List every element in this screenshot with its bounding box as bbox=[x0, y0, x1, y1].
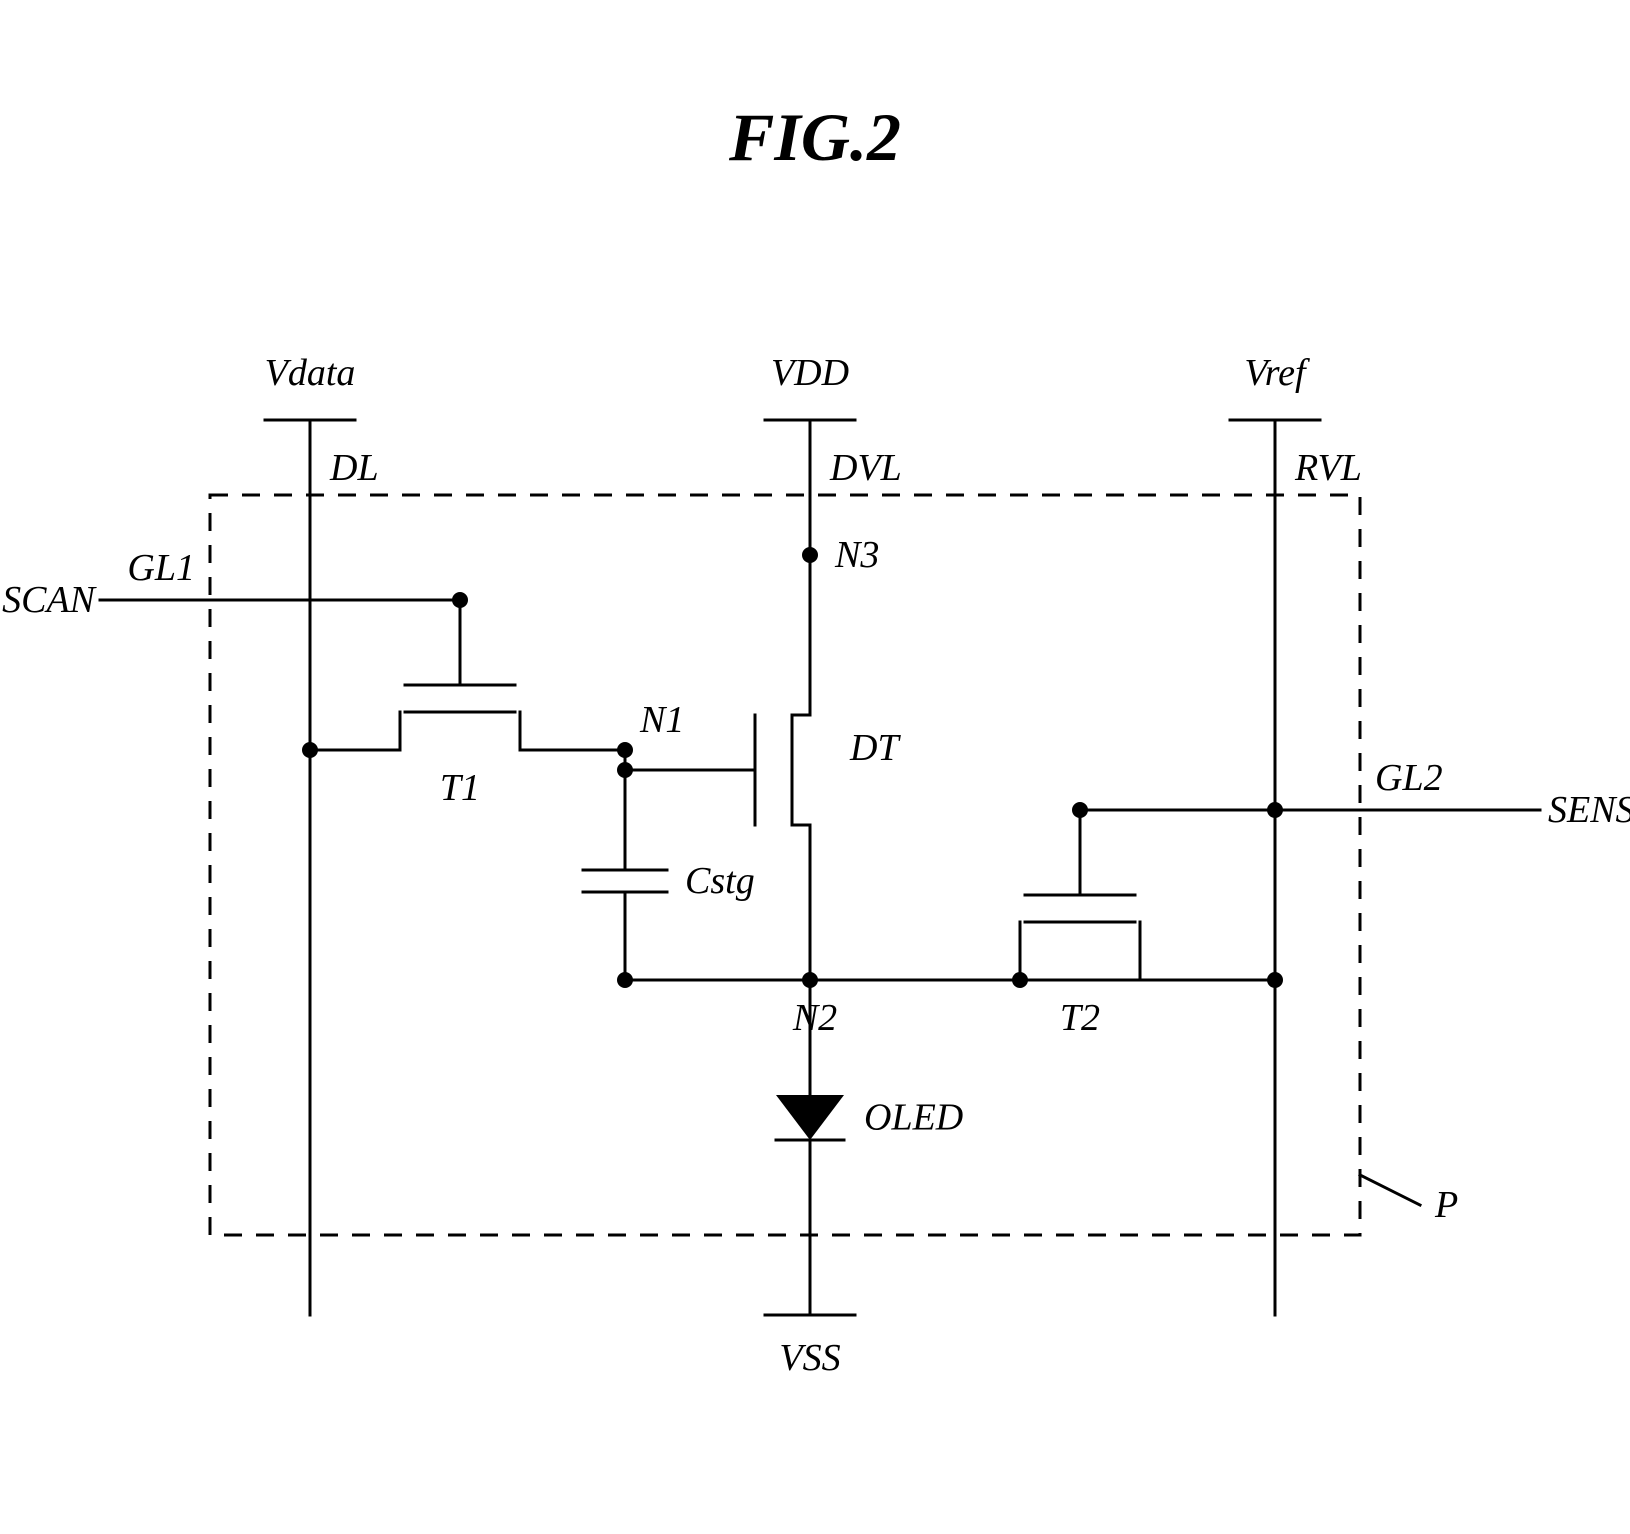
line-label: RVL bbox=[1294, 447, 1362, 489]
component-label: T2 bbox=[1060, 997, 1100, 1039]
line-label: DVL bbox=[829, 447, 902, 489]
rail-label: VDD bbox=[771, 352, 849, 394]
signal-label: SCAN bbox=[2, 579, 98, 621]
node-t1-gate bbox=[452, 592, 468, 608]
node-t2-gate bbox=[1072, 802, 1088, 818]
signal-label: SENSE bbox=[1548, 789, 1630, 831]
rail-label: Vref bbox=[1244, 352, 1310, 394]
component-label: OLED bbox=[864, 1097, 963, 1139]
figure-title: FIG.2 bbox=[728, 99, 901, 175]
node-n1-branch bbox=[617, 762, 633, 778]
rail-label: VSS bbox=[779, 1337, 840, 1379]
node-rvl-sense bbox=[1267, 802, 1283, 818]
component-label: Cstg bbox=[685, 860, 755, 902]
node-t2-n2 bbox=[1012, 972, 1028, 988]
block-label: P bbox=[1434, 1184, 1458, 1226]
rail-label: Vdata bbox=[265, 352, 356, 394]
figure-wrap: FIG.2 Vdata DL VDD DVL Vref RVL SCAN GL1 SENSE GL2… bbox=[0, 0, 1630, 1529]
line-label: DL bbox=[329, 447, 379, 489]
oled-icon bbox=[776, 1095, 844, 1140]
node-label: N1 bbox=[639, 699, 684, 741]
node-dl-t1 bbox=[302, 742, 318, 758]
circuit-diagram: FIG.2 Vdata DL VDD DVL Vref RVL SCAN GL1 SENSE GL2… bbox=[0, 0, 1630, 1529]
component-label: DT bbox=[849, 727, 901, 769]
node-n3 bbox=[802, 547, 818, 563]
node-cstg-n2 bbox=[617, 972, 633, 988]
component-label: T1 bbox=[440, 767, 480, 809]
node-label: N2 bbox=[792, 997, 837, 1039]
line-label: GL2 bbox=[1375, 757, 1443, 799]
line-label: GL1 bbox=[127, 547, 195, 589]
pixel-boundary bbox=[210, 495, 1360, 1235]
node-label: N3 bbox=[834, 534, 879, 576]
